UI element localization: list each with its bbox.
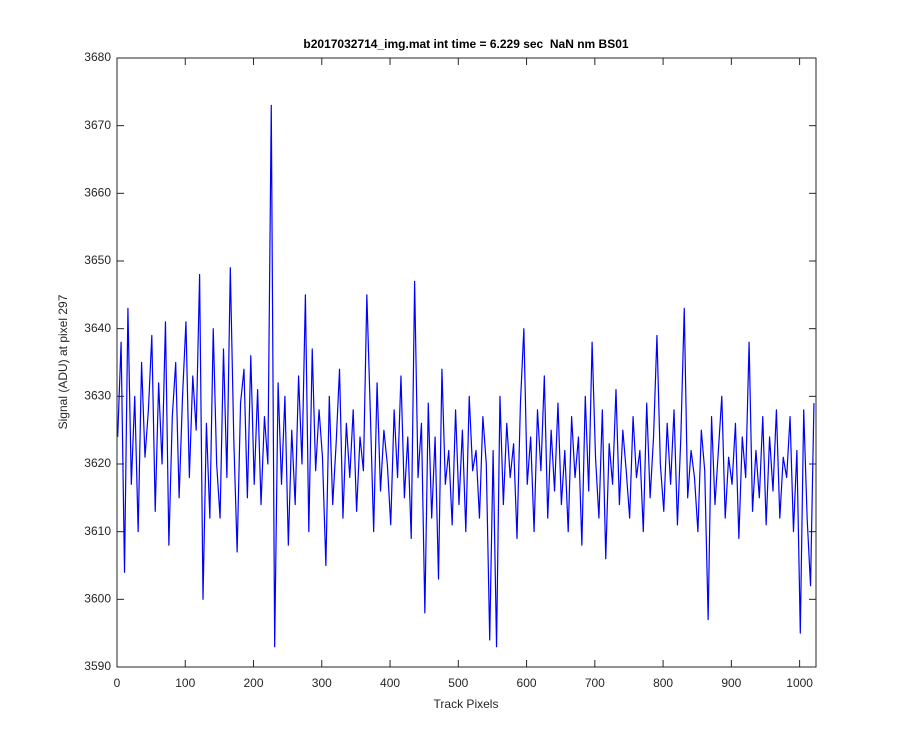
y-tick-label: 3650 bbox=[84, 253, 111, 267]
x-tick-label: 500 bbox=[448, 676, 468, 690]
plot-area bbox=[117, 58, 816, 667]
y-tick-label: 3640 bbox=[84, 321, 111, 335]
y-tick-label: 3610 bbox=[84, 524, 111, 538]
x-tick-label: 600 bbox=[517, 676, 537, 690]
x-tick-label: 100 bbox=[175, 676, 195, 690]
axes-box bbox=[116, 57, 817, 668]
x-tick-label: 300 bbox=[312, 676, 332, 690]
y-tick-label: 3620 bbox=[84, 456, 111, 470]
x-axis-label: Track Pixels bbox=[434, 697, 499, 711]
data-line bbox=[117, 104, 815, 648]
y-tick-label: 3660 bbox=[84, 186, 111, 200]
y-tick-label: 3600 bbox=[84, 592, 111, 606]
x-tick-label: 900 bbox=[721, 676, 741, 690]
y-axis-label: Signal (ADU) at pixel 297 bbox=[56, 294, 70, 429]
y-tick-label: 3590 bbox=[84, 659, 111, 673]
x-tick-label: 700 bbox=[585, 676, 605, 690]
chart-title: b2017032714_img.mat int time = 6.229 sec… bbox=[303, 37, 628, 51]
x-tick-label: 200 bbox=[244, 676, 264, 690]
y-tick-label: 3680 bbox=[84, 50, 111, 64]
x-tick-label: 0 bbox=[114, 676, 121, 690]
y-tick-label: 3670 bbox=[84, 118, 111, 132]
y-tick-label: 3630 bbox=[84, 389, 111, 403]
x-tick-label: 800 bbox=[653, 676, 673, 690]
x-tick-label: 1000 bbox=[786, 676, 813, 690]
x-tick-label: 400 bbox=[380, 676, 400, 690]
